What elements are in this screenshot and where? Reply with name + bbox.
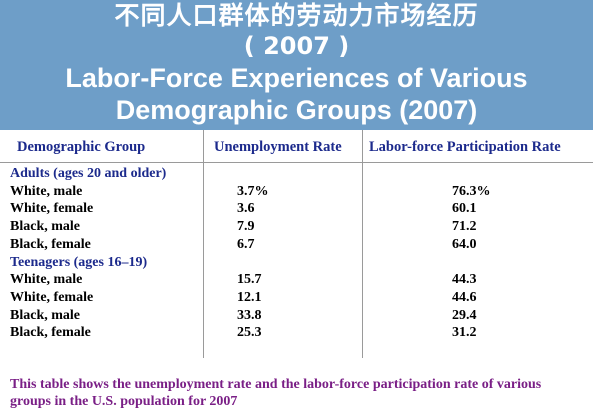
row-group: Black, male [10,219,80,235]
row-unemployment-rate: 6.7 [237,236,255,252]
group-label: Teenagers (ages 16–19) [10,254,148,270]
title-chinese: 不同人口群体的劳动力市场经历 [114,1,479,30]
header-participation-rate: Labor-force Participation Rate [369,139,561,155]
row-unemployment-rate: 3.7% [237,183,269,199]
row-unemployment-rate: 15.7 [237,272,262,288]
header-unemployment-rate: Unemployment Rate [214,139,342,155]
column-divider [362,130,363,358]
slide-title: 不同人口群体的劳动力市场经历 ( 2007 ) Labor-Force Expe… [0,0,593,130]
row-group: Black, female [10,236,91,252]
table-row: White, male 15.7 44.3 [0,271,593,288]
header-divider [0,162,593,163]
row-participation-rate: 64.0 [452,236,477,252]
table-row: White, female 12.1 44.6 [0,289,593,306]
row-participation-rate: 29.4 [452,307,477,323]
row-unemployment-rate: 25.3 [237,325,262,341]
row-group: White, female [10,201,94,217]
header-demographic-group: Demographic Group [17,139,146,155]
row-group: White, male [10,272,83,288]
table-panel: Demographic Group Unemployment Rate Labo… [0,130,593,420]
group-label: Adults (ages 20 and older) [10,166,167,181]
row-group: Black, male [10,307,80,323]
table-row: White, male 3.7% 76.3% [0,183,593,200]
row-unemployment-rate: 12.1 [237,289,262,305]
row-unemployment-rate: 7.9 [237,219,255,235]
table-row: White, female 3.6 60.1 [0,200,593,217]
row-group: Black, female [10,325,91,341]
column-divider [203,130,204,358]
row-participation-rate: 71.2 [452,219,477,235]
row-participation-rate: 76.3% [452,183,491,199]
title-english: Labor-Force Experiences of Various Demog… [65,63,528,125]
title-year: ( 2007 ) [243,32,350,60]
row-participation-rate: 44.6 [452,289,477,305]
row-participation-rate: 60.1 [452,201,477,217]
table-row: Black, female 6.7 64.0 [0,236,593,253]
table-caption: This table shows the unemployment rate a… [10,377,542,409]
row-participation-rate: 31.2 [452,325,477,341]
table-row: Black, male 7.9 71.2 [0,218,593,235]
table-row: Black, male 33.8 29.4 [0,307,593,324]
row-group: White, female [10,289,94,305]
row-unemployment-rate: 33.8 [237,307,262,323]
row-participation-rate: 44.3 [452,272,477,288]
table-row: Black, female 25.3 31.2 [0,324,593,341]
row-unemployment-rate: 3.6 [237,201,255,217]
row-group: White, male [10,183,83,199]
